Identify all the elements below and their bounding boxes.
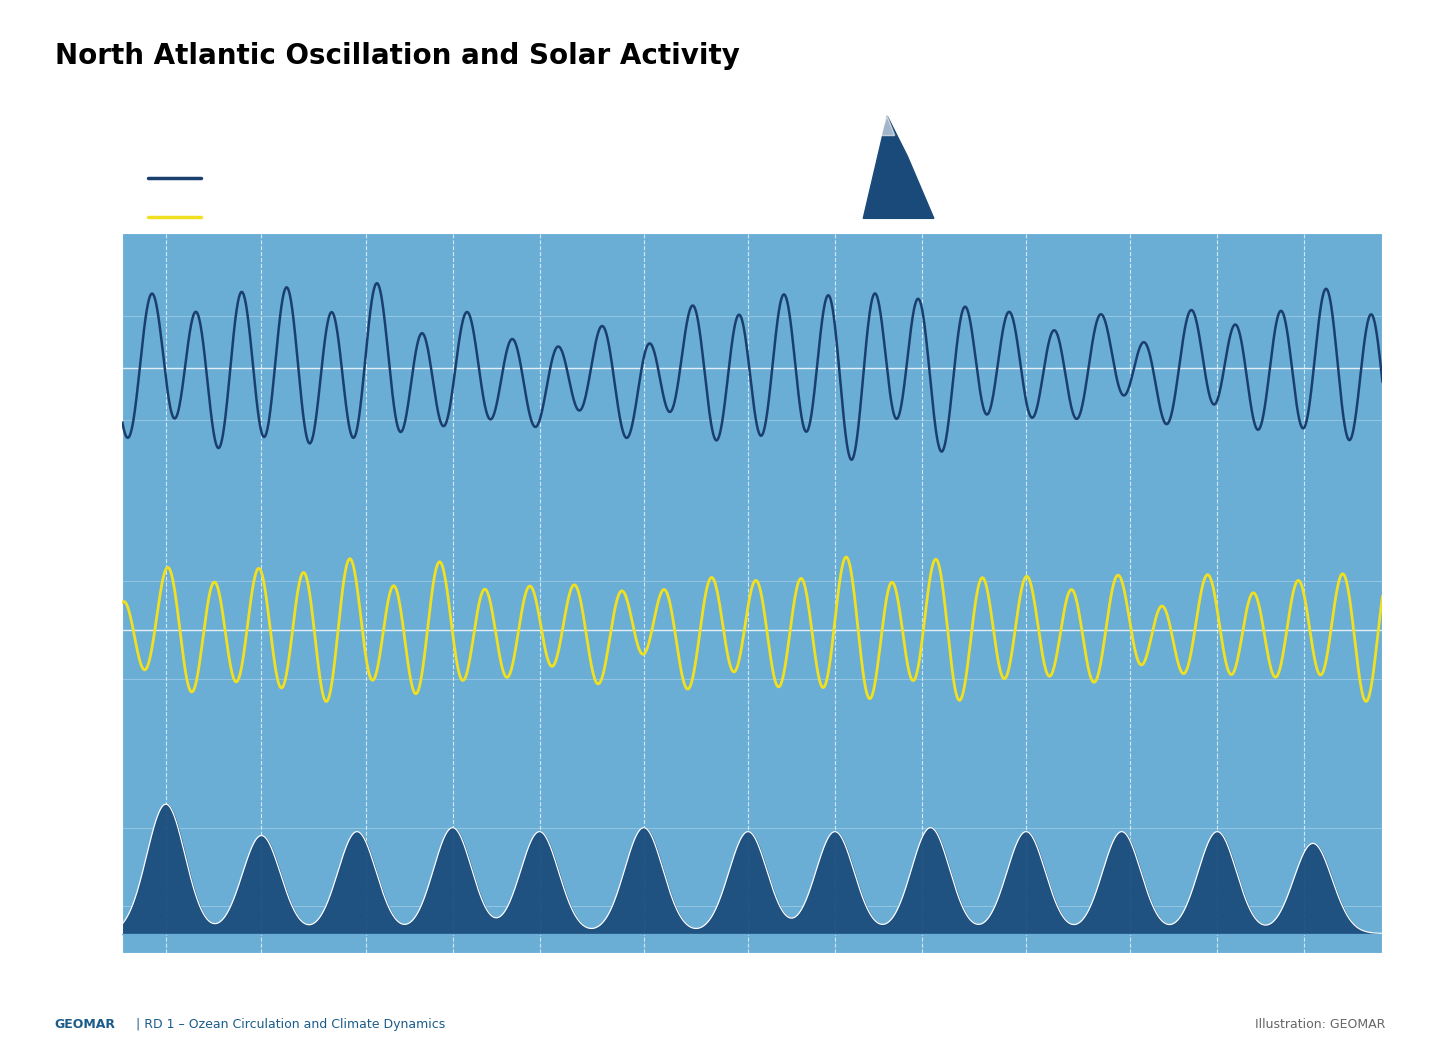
- Text: with Solar Activity [SOL]: with Solar Activity [SOL]: [207, 207, 377, 220]
- Text: without Solar Activity [NO_SOL]: without Solar Activity [NO_SOL]: [207, 167, 428, 181]
- Polygon shape: [863, 116, 933, 218]
- Text: Solar Flux Index: Solar Flux Index: [960, 133, 1099, 148]
- Text: Illustration: GEOMAR: Illustration: GEOMAR: [1254, 1018, 1385, 1031]
- Polygon shape: [880, 116, 894, 136]
- Text: NAO-Index: NAO-Index: [147, 133, 239, 148]
- Text: GEOMAR: GEOMAR: [55, 1018, 115, 1031]
- Text: Wave length 10,7 cm, Unit: W m⁻² Hz⁻¹: Wave length 10,7 cm, Unit: W m⁻² Hz⁻¹: [960, 177, 1234, 192]
- FancyBboxPatch shape: [860, 121, 937, 223]
- Text: [filtered]: [filtered]: [271, 133, 343, 148]
- Text: North Atlantic Oscillation and Solar Activity: North Atlantic Oscillation and Solar Act…: [55, 41, 740, 70]
- Text: | RD 1 – Ozean Circulation and Climate Dynamics: | RD 1 – Ozean Circulation and Climate D…: [132, 1018, 446, 1031]
